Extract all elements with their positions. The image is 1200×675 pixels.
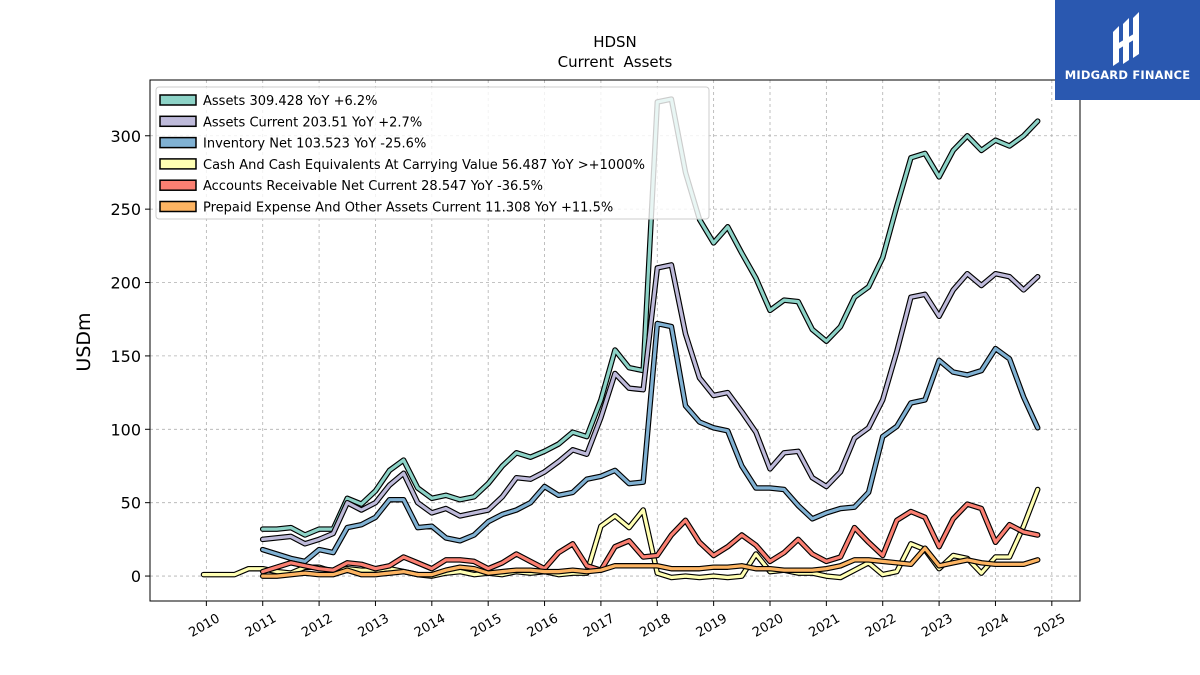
- legend-swatch-1: [159, 115, 197, 128]
- x-tick-label: 2022: [863, 611, 899, 641]
- y-tick-label: 100: [110, 420, 141, 439]
- x-tick-label: 2020: [750, 611, 786, 641]
- y-axis-label: USDm: [73, 312, 95, 371]
- legend-label-1: Assets Current 203.51 YoY +2.7%: [203, 115, 422, 130]
- legend: Assets 309.428 YoY +6.2% Assets Current 2…: [155, 86, 710, 220]
- x-tick-label: 2012: [299, 611, 335, 641]
- legend-swatch-3: [159, 158, 197, 170]
- y-tick-label: 0: [131, 567, 141, 586]
- series-line-1: [261, 263, 1040, 546]
- legend-label-0: Assets 309.428 YoY +6.2%: [203, 94, 378, 109]
- x-tick-label: 2013: [356, 611, 392, 641]
- series-line-2: [261, 322, 1040, 564]
- x-tick-label: 2016: [525, 611, 561, 641]
- chart-title: HDSN: [593, 33, 637, 51]
- x-tick-label: 2011: [243, 611, 279, 641]
- legend-swatch-5: [159, 200, 197, 213]
- brand-logo: MIDGARD FINANCE: [1055, 0, 1200, 100]
- x-tick-label: 2014: [412, 611, 448, 641]
- x-tick-label: 2015: [468, 611, 504, 641]
- series-outline-2: [259, 320, 1041, 565]
- series-line-0: [261, 97, 1040, 537]
- x-tick-label: 2010: [187, 611, 223, 641]
- y-tick-label: 300: [110, 127, 141, 146]
- legend-swatch-2: [159, 136, 197, 149]
- x-tick-label: 2023: [919, 611, 955, 641]
- x-tick-label: 2021: [807, 611, 843, 641]
- x-tick-label: 2017: [581, 611, 617, 641]
- logo-text: MIDGARD FINANCE: [1064, 68, 1191, 82]
- x-tick-label: 2025: [1032, 611, 1068, 641]
- x-tick-label: 2019: [694, 611, 730, 641]
- legend-label-5: Prepaid Expense And Other Assets Current…: [203, 201, 613, 216]
- y-tick-label: 250: [110, 200, 141, 219]
- legend-swatch-4: [159, 179, 197, 191]
- series-line-4: [261, 502, 1040, 574]
- y-tick-label: 50: [121, 494, 141, 513]
- legend-box: [155, 86, 710, 220]
- legend-label-2: Inventory Net 103.523 YoY -25.6%: [203, 137, 426, 152]
- y-tick-label: 200: [110, 274, 141, 293]
- y-tick-label: 150: [110, 347, 141, 366]
- x-tick-label: 2024: [976, 611, 1012, 641]
- midgard-logo-icon: [1113, 12, 1139, 66]
- plot-frame: [149, 79, 1081, 602]
- legend-swatch-0: [159, 94, 197, 106]
- chart-subtitle: Current Assets: [558, 53, 673, 71]
- series-line-5: [261, 546, 1040, 578]
- x-tick-label: 2018: [637, 611, 673, 641]
- legend-label-3: Cash And Cash Equivalents At Carrying Va…: [203, 158, 645, 173]
- legend-label-4: Accounts Receivable Net Current 28.547 Y…: [203, 179, 543, 194]
